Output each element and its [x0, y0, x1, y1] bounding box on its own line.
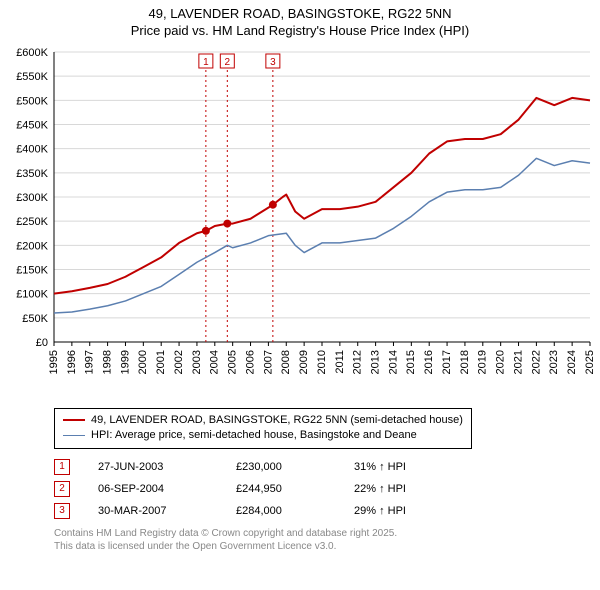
svg-text:£600K: £600K: [16, 47, 48, 59]
event-row: 1 27-JUN-2003 £230,000 31% ↑ HPI: [54, 459, 600, 475]
svg-text:2015: 2015: [405, 350, 417, 374]
title-line-1: 49, LAVENDER ROAD, BASINGSTOKE, RG22 5NN: [0, 6, 600, 23]
legend: 49, LAVENDER ROAD, BASINGSTOKE, RG22 5NN…: [54, 408, 472, 449]
svg-text:2016: 2016: [423, 350, 435, 374]
svg-text:2004: 2004: [209, 350, 221, 374]
svg-text:£50K: £50K: [22, 313, 48, 325]
event-table: 1 27-JUN-2003 £230,000 31% ↑ HPI 2 06-SEP-200…: [54, 459, 600, 519]
svg-text:2013: 2013: [370, 350, 382, 374]
event-hpi: 22% ↑ HPI: [354, 483, 444, 495]
svg-text:£550K: £550K: [16, 71, 48, 83]
svg-text:2005: 2005: [227, 350, 239, 374]
svg-text:£450K: £450K: [16, 119, 48, 131]
svg-text:£300K: £300K: [16, 192, 48, 204]
title-block: 49, LAVENDER ROAD, BASINGSTOKE, RG22 5NN…: [0, 0, 600, 42]
event-price: £230,000: [236, 461, 326, 473]
svg-text:2002: 2002: [173, 350, 185, 374]
svg-text:1999: 1999: [119, 350, 131, 374]
event-date: 30-MAR-2007: [98, 505, 208, 517]
svg-text:2: 2: [225, 57, 231, 68]
svg-text:2017: 2017: [441, 350, 453, 374]
event-date: 27-JUN-2003: [98, 461, 208, 473]
legend-swatch: [63, 419, 85, 421]
title-line-2: Price paid vs. HM Land Registry's House …: [0, 23, 600, 40]
svg-text:3: 3: [270, 57, 276, 68]
svg-text:£350K: £350K: [16, 168, 48, 180]
svg-text:1995: 1995: [48, 350, 60, 374]
svg-text:1: 1: [203, 57, 209, 68]
svg-text:2024: 2024: [566, 350, 578, 374]
chart-svg: £0 £50K £100K £150K £200K £250K £300K £350K £400…: [0, 42, 600, 402]
svg-text:2001: 2001: [155, 350, 167, 374]
event-row: 2 06-SEP-2004 £244,950 22% ↑ HPI: [54, 481, 600, 497]
svg-text:2018: 2018: [459, 350, 471, 374]
event-price: £244,950: [236, 483, 326, 495]
svg-text:2023: 2023: [548, 350, 560, 374]
chart-area: £0 £50K £100K £150K £200K £250K £300K £350K £400…: [0, 42, 600, 402]
event-row: 3 30-MAR-2007 £284,000 29% ↑ HPI: [54, 503, 600, 519]
svg-text:£250K: £250K: [16, 216, 48, 228]
legend-label: 49, LAVENDER ROAD, BASINGSTOKE, RG22 5NN…: [91, 413, 463, 428]
svg-text:1997: 1997: [84, 350, 96, 374]
svg-text:2006: 2006: [244, 350, 256, 374]
svg-text:2010: 2010: [316, 350, 328, 374]
event-price: £284,000: [236, 505, 326, 517]
svg-text:2008: 2008: [280, 350, 292, 374]
svg-text:£500K: £500K: [16, 95, 48, 107]
svg-text:2014: 2014: [387, 350, 399, 374]
event-hpi: 31% ↑ HPI: [354, 461, 444, 473]
footer-line-1: Contains HM Land Registry data © Crown c…: [54, 527, 600, 540]
svg-text:2003: 2003: [191, 350, 203, 374]
svg-text:£200K: £200K: [16, 240, 48, 252]
chart-container: 49, LAVENDER ROAD, BASINGSTOKE, RG22 5NN…: [0, 0, 600, 561]
legend-label: HPI: Average price, semi-detached house,…: [91, 428, 417, 443]
svg-text:2000: 2000: [137, 350, 149, 374]
legend-swatch: [63, 435, 85, 436]
svg-text:2021: 2021: [512, 350, 524, 374]
svg-text:1996: 1996: [66, 350, 78, 374]
svg-text:2012: 2012: [352, 350, 364, 374]
svg-text:2025: 2025: [584, 350, 596, 374]
svg-text:£150K: £150K: [16, 264, 48, 276]
svg-text:1998: 1998: [102, 350, 114, 374]
svg-text:2007: 2007: [262, 350, 274, 374]
footer: Contains HM Land Registry data © Crown c…: [54, 527, 600, 561]
event-badge: 1: [54, 459, 70, 475]
legend-row: 49, LAVENDER ROAD, BASINGSTOKE, RG22 5NN…: [63, 413, 463, 428]
svg-text:2019: 2019: [477, 350, 489, 374]
event-hpi: 29% ↑ HPI: [354, 505, 444, 517]
svg-text:2022: 2022: [530, 350, 542, 374]
event-badge: 3: [54, 503, 70, 519]
svg-text:£100K: £100K: [16, 288, 48, 300]
svg-text:2020: 2020: [495, 350, 507, 374]
legend-row: HPI: Average price, semi-detached house,…: [63, 428, 463, 443]
event-badge: 2: [54, 481, 70, 497]
svg-text:2011: 2011: [334, 350, 346, 374]
svg-text:£400K: £400K: [16, 143, 48, 155]
svg-text:2009: 2009: [298, 350, 310, 374]
footer-line-2: This data is licensed under the Open Gov…: [54, 540, 600, 553]
svg-text:£0: £0: [36, 337, 48, 349]
event-date: 06-SEP-2004: [98, 483, 208, 495]
